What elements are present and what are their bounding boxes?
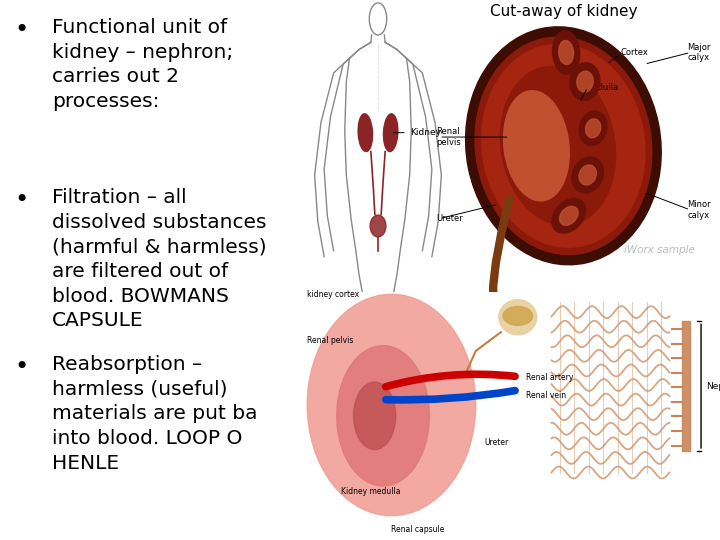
Ellipse shape bbox=[358, 114, 372, 152]
Text: Kidney medulla: Kidney medulla bbox=[341, 487, 400, 496]
Ellipse shape bbox=[499, 300, 537, 335]
Ellipse shape bbox=[572, 157, 603, 193]
Text: Renal pelvis: Renal pelvis bbox=[307, 336, 354, 345]
Text: Renal vein: Renal vein bbox=[526, 391, 567, 400]
Ellipse shape bbox=[577, 71, 593, 92]
Ellipse shape bbox=[570, 63, 600, 100]
Text: Cortex: Cortex bbox=[620, 48, 648, 57]
Text: Functional unit of
kidney – nephron;
carries out 2
processes:: Functional unit of kidney – nephron; car… bbox=[52, 18, 233, 111]
Text: Cut-away of kidney: Cut-away of kidney bbox=[490, 4, 637, 19]
Text: Renal artery: Renal artery bbox=[526, 374, 574, 382]
Ellipse shape bbox=[466, 27, 661, 265]
Ellipse shape bbox=[579, 165, 596, 185]
Ellipse shape bbox=[559, 40, 574, 64]
Ellipse shape bbox=[354, 382, 396, 449]
Text: Kidney: Kidney bbox=[393, 128, 441, 137]
Text: •: • bbox=[14, 355, 28, 379]
Text: •: • bbox=[14, 188, 28, 212]
Ellipse shape bbox=[337, 346, 429, 486]
Text: Ureter: Ureter bbox=[484, 438, 508, 447]
Text: Renal capsule: Renal capsule bbox=[392, 525, 445, 534]
Text: Major
calyx: Major calyx bbox=[688, 43, 711, 62]
Ellipse shape bbox=[384, 114, 398, 152]
Text: •: • bbox=[14, 18, 28, 42]
Text: Ureter: Ureter bbox=[436, 214, 463, 223]
Text: kidney cortex: kidney cortex bbox=[307, 290, 359, 299]
Ellipse shape bbox=[500, 66, 616, 225]
Ellipse shape bbox=[559, 206, 578, 225]
Ellipse shape bbox=[552, 31, 580, 75]
Circle shape bbox=[503, 307, 533, 325]
Text: Reabsorption –
harmless (useful)
materials are put ba
into blood. LOOP O
HENLE: Reabsorption – harmless (useful) materia… bbox=[52, 355, 258, 473]
Ellipse shape bbox=[475, 37, 652, 254]
Ellipse shape bbox=[307, 294, 476, 516]
Text: Minor
calyx: Minor calyx bbox=[688, 200, 711, 220]
Text: Renal
pelvis: Renal pelvis bbox=[436, 127, 462, 147]
Text: iWorx sample: iWorx sample bbox=[624, 245, 695, 255]
Text: Filtration – all
dissolved substances
(harmful & harmless)
are filtered out of
b: Filtration – all dissolved substances (h… bbox=[52, 188, 266, 330]
Ellipse shape bbox=[585, 119, 600, 138]
Ellipse shape bbox=[370, 215, 386, 237]
Ellipse shape bbox=[482, 44, 645, 247]
Ellipse shape bbox=[552, 199, 585, 233]
Text: Medulla: Medulla bbox=[585, 83, 618, 92]
Ellipse shape bbox=[580, 111, 607, 145]
Bar bbox=[682, 321, 690, 451]
Text: Nephron: Nephron bbox=[706, 382, 720, 390]
Ellipse shape bbox=[503, 91, 570, 201]
